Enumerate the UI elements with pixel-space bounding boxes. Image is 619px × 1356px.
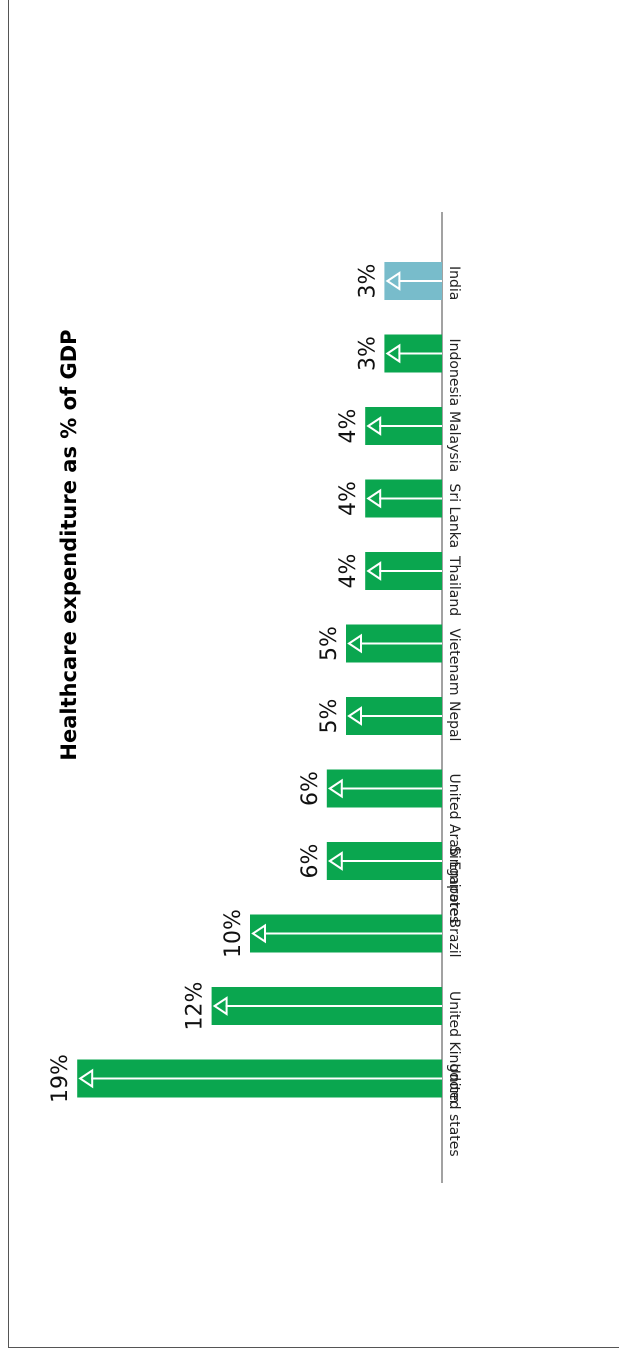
category-label-vietenam: Vietenam — [446, 629, 462, 696]
value-label-sri-lanka: 4% — [336, 481, 361, 516]
category-label-brazil: Brazil — [446, 919, 462, 958]
value-label-united-kingdom: 12% — [183, 982, 208, 1031]
value-label-united-arab-emirates: 6% — [298, 771, 323, 806]
bar-arrow-head-united-states — [78, 1068, 94, 1089]
category-label-singapore: Singapore — [446, 846, 462, 917]
value-label-malaysia: 4% — [336, 409, 361, 444]
category-label-nepal: Nepal — [446, 701, 462, 741]
value-label-vietenam: 5% — [317, 626, 342, 661]
bar-arrow-head-indonesia — [385, 343, 401, 364]
bar-arrow-head-malaysia — [366, 416, 382, 436]
bar-arrow-head-brazil — [251, 923, 266, 944]
bar-arrow-head-nepal — [347, 706, 362, 726]
value-label-brazil: 10% — [221, 909, 246, 958]
bar-arrow-head-india — [385, 271, 401, 291]
category-label-united-kingdom: United Kingdom — [446, 991, 462, 1103]
value-label-singapore: 6% — [298, 844, 323, 879]
bar-arrow-head-united-arab-emirates — [327, 778, 343, 799]
bars-group: 3% India 3% Indonesia 4% Malaysia 4% Sri Lanka 4… — [48, 262, 462, 1157]
category-label-malaysia: Malaysia — [446, 411, 462, 472]
category-label-united-states: United states — [446, 1064, 462, 1157]
value-label-united-states: 19% — [48, 1054, 73, 1103]
value-label-nepal: 5% — [317, 699, 342, 734]
bar-arrow-head-sri-lanka — [366, 488, 382, 509]
category-label-united-arab-emirates: United Arab Emirates — [446, 774, 462, 924]
chart-title: Healthcare expenditure as % of GDP — [57, 329, 81, 760]
category-label-india: India — [446, 266, 462, 300]
bar-arrow-head-united-kingdom — [212, 996, 228, 1016]
category-label-sri-lanka: Sri Lanka — [446, 484, 462, 549]
chart-frame — [8, 0, 619, 1348]
value-label-thailand: 4% — [336, 554, 361, 589]
bar-arrow-head-vietenam — [347, 633, 362, 654]
category-label-indonesia: Indonesia — [446, 339, 462, 407]
bar-arrow-head-singapore — [327, 851, 343, 871]
bar-arrow-head-thailand — [366, 561, 382, 581]
value-label-indonesia: 3% — [355, 336, 380, 371]
category-label-thailand: Thailand — [446, 555, 462, 616]
value-label-india: 3% — [355, 264, 380, 299]
